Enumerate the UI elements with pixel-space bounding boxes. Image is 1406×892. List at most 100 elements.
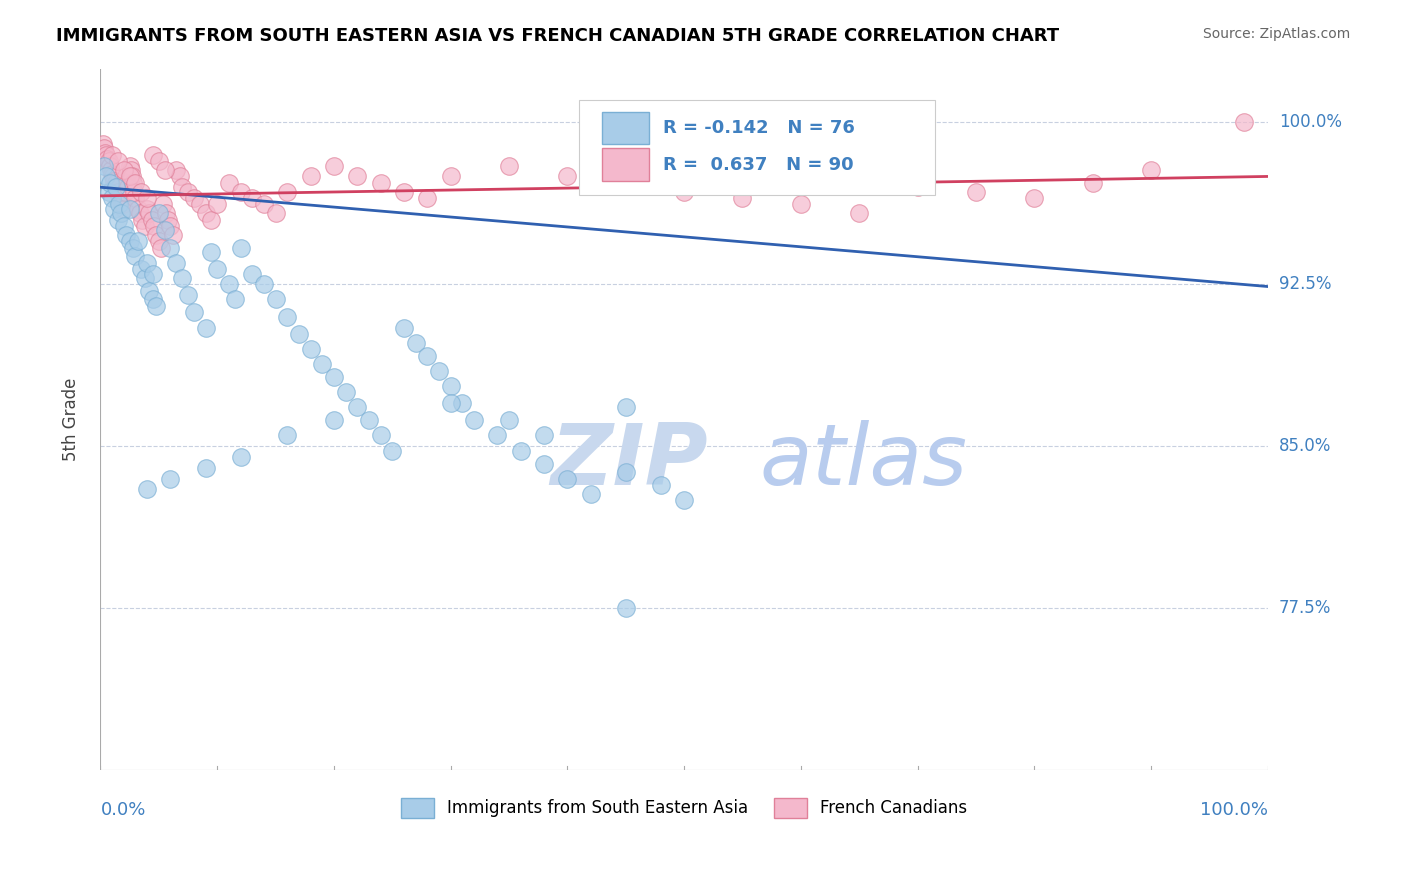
Point	[118, 234, 141, 248]
Point	[322, 413, 344, 427]
Point	[673, 493, 696, 508]
Point	[103, 174, 125, 188]
Point	[416, 349, 439, 363]
Point	[93, 141, 115, 155]
Point	[177, 288, 200, 302]
Point	[112, 202, 135, 216]
Point	[148, 206, 170, 220]
Point	[111, 197, 134, 211]
Point	[155, 206, 177, 220]
Point	[169, 169, 191, 184]
Point	[907, 180, 929, 194]
Point	[145, 299, 167, 313]
Point	[357, 413, 380, 427]
Point	[131, 262, 153, 277]
Point	[392, 320, 415, 334]
Point	[229, 241, 252, 255]
Point	[110, 195, 132, 210]
Point	[115, 169, 138, 184]
Point	[105, 180, 128, 194]
Point	[127, 202, 149, 216]
Point	[188, 197, 211, 211]
Point	[104, 176, 127, 190]
Text: R = -0.142   N = 76: R = -0.142 N = 76	[664, 120, 855, 137]
Point	[229, 185, 252, 199]
Point	[110, 191, 132, 205]
Point	[148, 154, 170, 169]
Point	[97, 154, 120, 169]
Point	[614, 465, 637, 479]
Text: 100.0%: 100.0%	[1279, 113, 1341, 131]
Text: 0.0%: 0.0%	[100, 800, 146, 819]
Point	[392, 185, 415, 199]
Point	[142, 267, 165, 281]
Point	[451, 396, 474, 410]
Point	[98, 159, 121, 173]
Point	[124, 191, 146, 205]
Point	[159, 219, 181, 233]
Point	[427, 364, 450, 378]
Point	[557, 169, 579, 184]
Point	[614, 601, 637, 615]
Point	[93, 159, 115, 173]
Point	[103, 169, 125, 184]
Point	[136, 256, 159, 270]
Point	[205, 262, 228, 277]
Point	[153, 223, 176, 237]
Point	[183, 191, 205, 205]
Point	[229, 450, 252, 464]
Point	[218, 176, 240, 190]
Point	[200, 212, 222, 227]
Point	[650, 478, 672, 492]
Point	[124, 249, 146, 263]
Point	[311, 357, 333, 371]
Point	[138, 206, 160, 220]
Point	[439, 396, 461, 410]
Point	[200, 244, 222, 259]
Point	[124, 176, 146, 190]
Point	[94, 145, 117, 160]
Point	[122, 176, 145, 190]
Point	[1140, 163, 1163, 178]
Point	[108, 189, 131, 203]
Point	[439, 169, 461, 184]
Point	[127, 234, 149, 248]
Point	[177, 185, 200, 199]
Point	[614, 176, 637, 190]
Point	[131, 212, 153, 227]
Text: atlas: atlas	[759, 420, 967, 503]
FancyBboxPatch shape	[602, 112, 650, 145]
Point	[335, 385, 357, 400]
Point	[205, 197, 228, 211]
Point	[183, 305, 205, 319]
Point	[965, 185, 987, 199]
Point	[509, 443, 531, 458]
Point	[145, 227, 167, 242]
Point	[557, 472, 579, 486]
Point	[153, 163, 176, 178]
Point	[240, 191, 263, 205]
Point	[152, 197, 174, 211]
Point	[276, 310, 298, 324]
Point	[264, 206, 287, 220]
Point	[370, 176, 392, 190]
Point	[1081, 176, 1104, 190]
Point	[614, 401, 637, 415]
Point	[159, 472, 181, 486]
Point	[381, 443, 404, 458]
Point	[486, 428, 509, 442]
Point	[115, 227, 138, 242]
Text: ZIP: ZIP	[550, 420, 707, 503]
Point	[96, 148, 118, 162]
Point	[276, 428, 298, 442]
Point	[118, 202, 141, 216]
Point	[110, 206, 132, 220]
Point	[121, 169, 143, 184]
Point	[276, 185, 298, 199]
Point	[143, 219, 166, 233]
Text: IMMIGRANTS FROM SOUTH EASTERN ASIA VS FRENCH CANADIAN 5TH GRADE CORRELATION CHAR: IMMIGRANTS FROM SOUTH EASTERN ASIA VS FR…	[56, 27, 1059, 45]
Text: 100.0%: 100.0%	[1199, 800, 1268, 819]
Point	[1233, 115, 1256, 129]
Point	[114, 185, 136, 199]
Text: R =  0.637   N = 90: R = 0.637 N = 90	[664, 155, 853, 174]
